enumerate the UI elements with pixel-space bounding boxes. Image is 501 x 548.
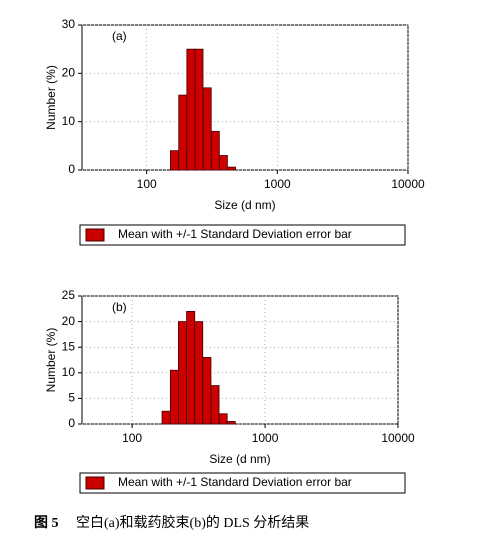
caption-label: 图 5 — [34, 515, 59, 531]
legend-swatch — [85, 228, 105, 242]
histogram-bar — [194, 321, 204, 425]
x-tick-label: 10000 — [391, 177, 425, 191]
histogram-bar — [202, 357, 212, 425]
y-tick-label: 25 — [62, 288, 76, 302]
y-tick-label: 10 — [62, 365, 76, 379]
histogram-bar — [194, 48, 204, 171]
histogram-bar — [227, 166, 236, 171]
histogram-bar — [226, 421, 236, 425]
x-tick-label: 10000 — [381, 431, 415, 445]
y-tick-label: 20 — [62, 66, 76, 80]
panel-label: (b) — [112, 300, 127, 314]
y-tick-label: 30 — [62, 17, 76, 31]
plot-frame — [81, 24, 409, 171]
x-tick-label: 100 — [137, 177, 157, 191]
x-tick-label: 100 — [122, 431, 142, 445]
legend-box — [79, 472, 406, 494]
histogram-bar — [161, 410, 171, 425]
histogram-bar — [169, 369, 179, 425]
histogram-bar — [210, 385, 220, 425]
histogram-bar — [202, 87, 212, 171]
y-axis-label: Number (%) — [44, 328, 58, 393]
legend-label: Mean with +/-1 Standard Deviation error … — [118, 475, 352, 489]
histogram-bar — [186, 310, 196, 425]
x-tick-label: 1000 — [252, 431, 279, 445]
histogram-bar — [170, 150, 180, 171]
x-tick-label: 1000 — [264, 177, 291, 191]
histogram-bar — [218, 155, 228, 171]
x-axis-label: Size (d nm) — [209, 452, 270, 466]
legend-swatch — [85, 476, 105, 490]
y-tick-label: 0 — [68, 416, 75, 430]
panel-label: (a) — [112, 29, 127, 43]
histogram-bar — [218, 413, 228, 425]
y-tick-label: 0 — [68, 162, 75, 176]
x-axis-label: Size (d nm) — [214, 198, 275, 212]
caption-text: 空白(a)和载药胶束(b)的 DLS 分析结果 — [76, 514, 309, 531]
histogram-bar — [177, 321, 187, 425]
histogram-bar — [210, 130, 220, 171]
y-tick-label: 15 — [62, 339, 76, 353]
histogram-bar — [178, 94, 188, 171]
y-tick-label: 5 — [68, 391, 75, 405]
y-axis-label: Number (%) — [44, 65, 58, 130]
legend-label: Mean with +/-1 Standard Deviation error … — [118, 227, 352, 241]
plot-frame — [81, 295, 399, 425]
y-tick-label: 10 — [62, 114, 76, 128]
legend-box — [79, 224, 406, 246]
y-tick-label: 20 — [62, 314, 76, 328]
histogram-bar — [186, 48, 196, 171]
